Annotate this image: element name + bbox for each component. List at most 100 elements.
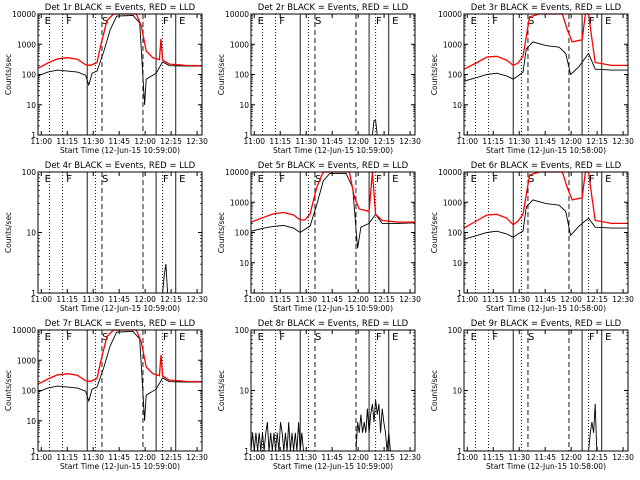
y-tick-label: 1000	[17, 356, 36, 365]
region-label: F	[66, 332, 72, 343]
x-tick-label: 12:30	[612, 137, 634, 146]
x-tick-label: 11:15	[56, 137, 78, 146]
y-axis-label: Counts/sec	[217, 370, 226, 411]
x-tick-label: 12:00	[134, 453, 156, 462]
region-label: E	[45, 16, 51, 27]
region-label: F	[66, 174, 72, 185]
y-tick-label: 10	[239, 101, 249, 110]
region-label: S	[102, 16, 108, 27]
y-tick-label: 10	[452, 387, 462, 396]
region-label: S	[102, 174, 108, 185]
x-tick-label: 12:15	[160, 137, 182, 146]
y-tick-label: 1000	[230, 198, 249, 207]
region-label: F	[66, 16, 72, 27]
y-tick-label: 1	[244, 447, 249, 456]
region-label: E	[45, 332, 51, 343]
x-tick-label: 12:00	[560, 137, 582, 146]
y-tick-label: 10	[26, 101, 36, 110]
y-axis-label: Counts/sec	[217, 212, 226, 253]
region-label: E	[471, 16, 477, 27]
chart-title: Det 9r BLACK = Events, RED = LLD	[471, 319, 622, 329]
y-axis-label: Counts/sec	[4, 212, 13, 253]
y-tick-label: 1	[457, 289, 462, 298]
region-label: S	[315, 174, 321, 185]
region-label: F	[492, 174, 498, 185]
region-label: E	[45, 174, 51, 185]
x-tick-label: 11:45	[108, 453, 130, 462]
y-tick-label: 100	[22, 168, 37, 177]
events-series-line	[37, 330, 202, 421]
region-label: E	[179, 332, 185, 343]
x-tick-label: 11:30	[508, 137, 530, 146]
events-series-line	[463, 199, 628, 240]
events-series-line	[588, 403, 598, 452]
region-label: F	[163, 16, 169, 27]
x-tick-label: 11:15	[482, 295, 504, 304]
y-tick-label: 1	[457, 447, 462, 456]
x-tick-label: 11:30	[508, 453, 530, 462]
region-label: E	[258, 16, 264, 27]
region-label: F	[589, 174, 595, 185]
y-axis-label: Counts/sec	[430, 212, 439, 253]
x-tick-label: 11:30	[295, 295, 317, 304]
x-axis-label: Start Time (12-Jun-15 10:59:00)	[60, 462, 180, 471]
x-tick-label: 11:45	[108, 295, 130, 304]
x-tick-label: 11:45	[534, 453, 556, 462]
chart-title: Det 3r BLACK = Events, RED = LLD	[471, 3, 622, 13]
region-label: E	[258, 332, 264, 343]
y-axis-label: Counts/sec	[430, 54, 439, 95]
x-tick-label: 11:45	[108, 137, 130, 146]
x-axis-label: Start Time (12-Jun-15 10:58:00)	[486, 146, 606, 155]
x-tick-label: 12:15	[373, 295, 395, 304]
x-tick-label: 12:30	[186, 137, 208, 146]
x-tick-label: 11:30	[82, 453, 104, 462]
region-label: F	[376, 174, 382, 185]
x-axis-label: Start Time (12-Jun-15 10:59:00)	[273, 146, 393, 155]
x-tick-label: 11:00	[456, 137, 478, 146]
events-series-line	[371, 120, 378, 136]
region-label: E	[392, 174, 398, 185]
x-axis-label: Start Time (12-Jun-15 10:59:00)	[273, 304, 393, 313]
y-tick-label: 1	[244, 131, 249, 140]
region-label: E	[392, 16, 398, 27]
y-tick-label: 100	[235, 326, 250, 335]
region-label: F	[279, 174, 285, 185]
region-label: F	[279, 16, 285, 27]
x-tick-label: 11:30	[295, 453, 317, 462]
region-label: S	[528, 16, 534, 27]
region-label: E	[605, 332, 611, 343]
y-tick-label: 1	[31, 289, 36, 298]
y-tick-label: 1	[457, 131, 462, 140]
x-tick-label: 12:30	[399, 453, 421, 462]
y-axis-label: Counts/sec	[217, 54, 226, 95]
x-tick-label: 11:15	[269, 137, 291, 146]
chart-title: Det 4r BLACK = Events, RED = LLD	[45, 161, 196, 171]
region-label: F	[492, 16, 498, 27]
x-tick-label: 12:30	[612, 295, 634, 304]
y-tick-label: 10000	[225, 10, 249, 19]
y-tick-label: 10000	[12, 326, 36, 335]
events-series-line	[162, 264, 169, 294]
x-tick-label: 11:30	[295, 137, 317, 146]
x-tick-label: 12:00	[134, 295, 156, 304]
x-tick-label: 11:15	[482, 137, 504, 146]
region-label: S	[528, 174, 534, 185]
x-tick-label: 11:00	[243, 137, 265, 146]
events-series-line	[37, 14, 202, 105]
x-tick-label: 11:00	[30, 295, 52, 304]
y-tick-label: 10	[239, 387, 249, 396]
y-tick-label: 10	[452, 259, 462, 268]
x-axis-label: Start Time (12-Jun-15 10:58:00)	[486, 304, 606, 313]
y-tick-label: 1000	[17, 40, 36, 49]
x-tick-label: 12:00	[560, 295, 582, 304]
x-tick-label: 12:00	[134, 137, 156, 146]
y-tick-label: 1	[244, 289, 249, 298]
region-label: E	[392, 332, 398, 343]
x-tick-label: 11:45	[534, 137, 556, 146]
